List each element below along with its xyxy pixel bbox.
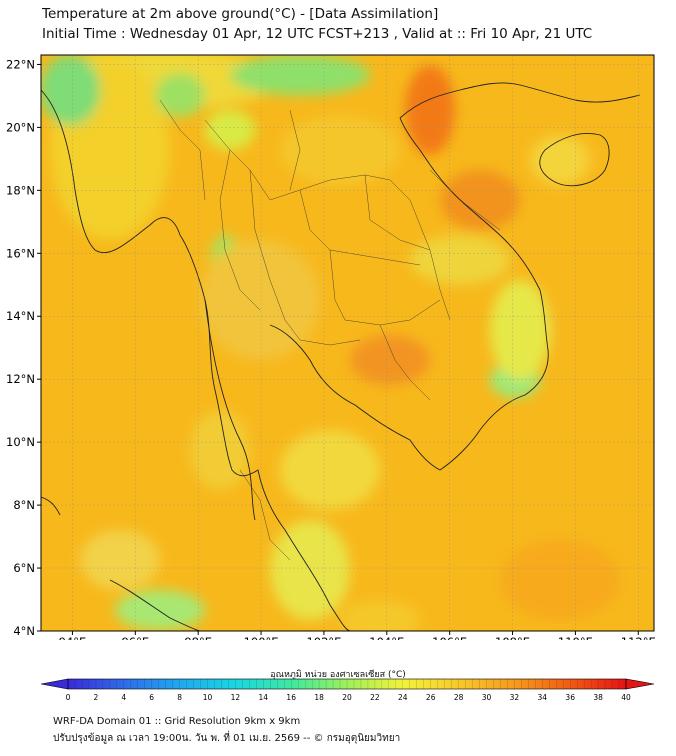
- lat-tick-label: 8°N: [13, 498, 35, 512]
- lon-tick-label: 110°E: [558, 635, 593, 640]
- chart-title: Temperature at 2m above ground(°C) - [Da…: [42, 6, 439, 22]
- longitude-labels: 94°E 96°E 98°E 100°E 102°E 104°E 106°E 108°E 110…: [59, 631, 656, 640]
- colorbar-tick-label: 2: [94, 693, 99, 702]
- lon-tick-label: 106°E: [432, 635, 467, 640]
- colorbar-tick-label: 32: [510, 693, 520, 702]
- colorbar-tick-label: 34: [538, 693, 548, 702]
- lon-tick-label: 112°E: [621, 635, 656, 640]
- colorbar-tick-label: 22: [370, 693, 380, 702]
- temperature-field: [41, 55, 650, 631]
- lat-tick-label: 16°N: [6, 246, 35, 260]
- colorbar-min-extend: [40, 678, 69, 690]
- lat-tick-label: 18°N: [6, 183, 35, 197]
- lon-tick-label: 100°E: [244, 635, 279, 640]
- colorbar-tick-label: 26: [426, 693, 436, 702]
- colorbar-tick-label: 4: [121, 693, 126, 702]
- lon-tick-label: 108°E: [495, 635, 530, 640]
- lat-tick-label: 20°N: [6, 120, 35, 134]
- latitude-labels: 22°N 20°N 18°N 16°N 14°N 12°N 10°N 8°N 6°N 4°N: [6, 57, 41, 638]
- colorbar-ticks: 0 2 4 6 8 10 12 14 16 18 20 22 24 26 28 30 32 34 36 38 40: [66, 693, 631, 702]
- colorbar-tick-label: 18: [314, 693, 324, 702]
- coastlines: [41, 82, 641, 631]
- colorbar: 0 2 4 6 8 10 12 14 16 18 20 22 24 26 28 30 32 34 36 38 40: [40, 678, 655, 702]
- footer-model-info: WRF-DA Domain 01 :: Grid Resolution 9km …: [53, 716, 301, 727]
- colorbar-tick-label: 28: [454, 693, 464, 702]
- lon-tick-label: 96°E: [121, 635, 149, 640]
- lat-tick-label: 12°N: [6, 372, 35, 386]
- lat-tick-label: 14°N: [6, 309, 35, 323]
- colorbar-label: อุณหภูมิ หน่วย องศาเซลเซียส (°C): [270, 670, 406, 680]
- colorbar-tick-label: 0: [66, 693, 71, 702]
- lon-tick-label: 98°E: [184, 635, 212, 640]
- colorbar-tick-label: 36: [565, 693, 575, 702]
- temperature-map: 22°N 20°N 18°N 16°N 14°N 12°N 10°N 8°N 6°N 4°N 94…: [6, 54, 656, 640]
- map-frame: [40, 54, 655, 632]
- colorbar-tick-label: 8: [177, 693, 182, 702]
- gridlines: [41, 55, 654, 631]
- lat-tick-label: 10°N: [6, 435, 35, 449]
- colorbar-tick-label: 16: [286, 693, 296, 702]
- lon-tick-label: 102°E: [306, 635, 341, 640]
- colorbar-tick-label: 6: [149, 693, 154, 702]
- colorbar-tick-label: 14: [259, 693, 269, 702]
- lon-tick-label: 94°E: [59, 635, 87, 640]
- colorbar-tick-label: 10: [203, 693, 213, 702]
- colorbar-tick-label: 40: [621, 693, 631, 702]
- colorbar-tick-label: 12: [231, 693, 241, 702]
- colorbar-tick-label: 30: [482, 693, 492, 702]
- lat-tick-label: 22°N: [6, 57, 35, 71]
- lon-tick-label: 104°E: [369, 635, 404, 640]
- lat-tick-label: 6°N: [13, 561, 35, 575]
- province-borders: [159, 99, 501, 561]
- chart-subtitle: Initial Time : Wednesday 01 Apr, 12 UTC …: [42, 26, 593, 42]
- colorbar-max-extend: [625, 678, 655, 690]
- colorbar-tick-label: 20: [342, 693, 352, 702]
- colorbar-tick-label: 24: [398, 693, 408, 702]
- colorbar-tick-label: 38: [593, 693, 603, 702]
- footer-update-info: ปรับปรุงข้อมูล ณ เวลา 19:00น. วัน พ. ที่…: [53, 733, 401, 744]
- lat-tick-label: 4°N: [13, 624, 35, 638]
